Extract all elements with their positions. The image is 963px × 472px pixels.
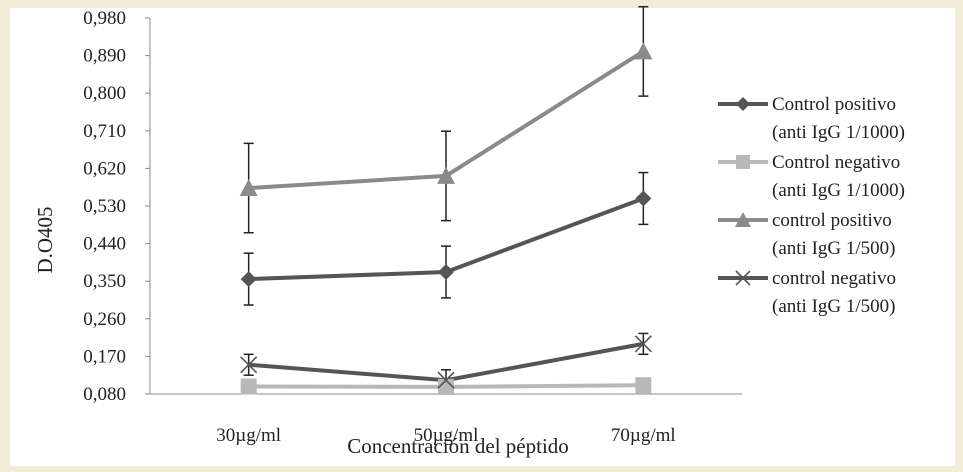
- chart-panel: [10, 8, 955, 466]
- marker-triangle: [239, 179, 258, 197]
- y-tick-label: 0,170: [83, 346, 126, 367]
- x-tick-label: 50µg/ml: [414, 425, 479, 446]
- y-tick-label: 0,530: [83, 196, 126, 217]
- legend: Control positivo (anti IgG 1/1000) Control…: [718, 94, 905, 317]
- legend-label: control negativo: [772, 268, 896, 289]
- y-tick-label: 0,440: [83, 234, 126, 255]
- marker-x: [634, 335, 652, 353]
- y-axis-label: D.O405: [33, 206, 57, 273]
- y-tick-label: 0,800: [83, 83, 126, 104]
- marker-diamond: [240, 271, 257, 288]
- marker-diamond: [438, 264, 454, 281]
- marker-diamond: [635, 190, 652, 207]
- marker-x: [240, 356, 258, 374]
- marker-square: [635, 377, 652, 394]
- marker-x: [437, 371, 455, 389]
- series-markers: [239, 42, 653, 395]
- legend-label: control positivo: [772, 210, 892, 231]
- marker-triangle: [634, 42, 653, 60]
- x-tick-label: 30µg/ml: [216, 425, 281, 446]
- marker-triangle: [735, 212, 751, 227]
- marker-square: [438, 378, 454, 395]
- legend-label: (anti IgG 1/500): [772, 238, 895, 259]
- chart-axes: 0,080 0,170 0,260 0,350 0,440 0,530 0,620 0,710…: [83, 8, 742, 446]
- y-tick-label: 0,080: [83, 384, 126, 405]
- legend-label: (anti IgG 1/1000): [772, 122, 905, 143]
- y-tick-label: 0,260: [83, 309, 126, 330]
- y-tick-label: 0,350: [83, 271, 126, 292]
- legend-label: Control positivo: [772, 94, 896, 115]
- x-axis-label: Concentración del péptido: [347, 434, 569, 458]
- marker-diamond: [736, 97, 750, 111]
- marker-square: [240, 378, 257, 395]
- marker-square: [736, 155, 750, 169]
- y-tick-label: 0,620: [83, 158, 126, 179]
- y-tick-label: 0,980: [83, 8, 126, 29]
- y-tick-label: 0,890: [83, 46, 126, 67]
- legend-label: (anti IgG 1/500): [772, 296, 895, 317]
- error-bars: [243, 5, 649, 392]
- marker-x: [735, 270, 751, 286]
- marker-triangle: [437, 166, 455, 184]
- x-tick-label: 70µg/ml: [611, 425, 676, 446]
- legend-label: Control negativo: [772, 152, 900, 173]
- y-tick-label: 0,710: [83, 121, 126, 142]
- legend-label: (anti IgG 1/1000): [772, 180, 905, 201]
